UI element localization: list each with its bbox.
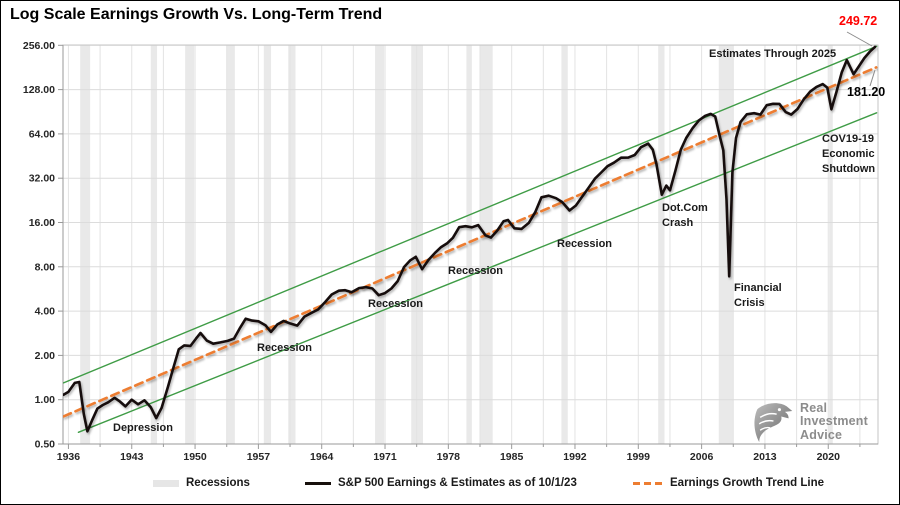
x-tick-label: 1964 xyxy=(310,451,334,463)
y-tick-label: 128.00 xyxy=(23,84,55,96)
recession-band xyxy=(150,45,158,444)
upper-channel-line xyxy=(63,45,878,384)
chart-legend: Recessions S&P 500 Earnings & Estimates … xyxy=(1,477,899,499)
y-tick-label: 64.00 xyxy=(29,128,55,140)
logo-line-1: Real xyxy=(800,400,828,415)
legend-item-recessions: Recessions xyxy=(153,477,250,489)
y-tick-label: 8.00 xyxy=(35,261,56,273)
recession-band xyxy=(561,45,568,444)
recession-band xyxy=(288,45,296,444)
x-tick-label: 2013 xyxy=(753,451,777,463)
x-tick-label: 1992 xyxy=(563,451,587,463)
recession-band xyxy=(263,45,272,444)
eagle-icon xyxy=(754,403,793,443)
recession-band xyxy=(658,45,665,444)
y-axis-labels: 0.50 1.00 2.00 4.00 8.00 16.00 32.00 64.00 128.0… xyxy=(23,40,55,451)
earnings-line-swatch xyxy=(305,481,331,485)
recession-band xyxy=(375,45,385,444)
x-tick-label: 1950 xyxy=(183,451,207,463)
x-tick-label: 1985 xyxy=(500,451,524,463)
series-layer xyxy=(63,45,878,433)
y-tick-label: 256.00 xyxy=(23,40,55,52)
y-tick-label: 32.00 xyxy=(29,173,55,185)
x-tick-label: 2020 xyxy=(817,451,841,463)
y-tick-label: 4.00 xyxy=(35,306,56,318)
legend-item-trend: Earnings Growth Trend Line xyxy=(633,477,824,489)
recession-band xyxy=(80,45,91,444)
x-tick-label: 1936 xyxy=(57,451,81,463)
legend-label-trend: Earnings Growth Trend Line xyxy=(670,477,824,489)
vertical-gridlines xyxy=(67,45,861,444)
x-tick-label: 1957 xyxy=(247,451,271,463)
y-tick-label: 16.00 xyxy=(29,217,55,229)
y-tick-label: 2.00 xyxy=(35,350,56,362)
x-tick-label: 1999 xyxy=(627,451,651,463)
recession-band xyxy=(226,45,235,444)
recession-band xyxy=(829,45,833,444)
chart-title: Log Scale Earnings Growth Vs. Long-Term … xyxy=(10,6,383,23)
axes xyxy=(58,44,879,449)
legend-item-earnings: S&P 500 Earnings & Estimates as of 10/1/… xyxy=(305,477,577,489)
x-tick-label: 1971 xyxy=(373,451,397,463)
recession-band xyxy=(185,45,195,444)
sp500-earnings-line xyxy=(63,45,877,433)
x-axis-labels: 1936 1943 1950 1957 1964 1971 1978 1985 1992 1999… xyxy=(57,451,840,463)
legend-label-recessions: Recessions xyxy=(186,477,250,489)
trend-line-swatch xyxy=(633,481,663,485)
recession-bands xyxy=(80,45,833,444)
y-tick-label: 0.50 xyxy=(35,439,56,451)
lower-channel-line xyxy=(77,112,878,433)
x-tick-label: 1943 xyxy=(120,451,144,463)
recession-band-swatch xyxy=(153,479,179,487)
recession-band xyxy=(479,45,493,444)
recession-band xyxy=(466,45,472,444)
legend-label-earnings: S&P 500 Earnings & Estimates as of 10/1/… xyxy=(338,477,577,489)
logo-line-2: Investment xyxy=(800,414,868,429)
logo-text: Real Investment Advice xyxy=(800,400,868,443)
ria-logo: Real Investment Advice xyxy=(751,400,868,444)
logo-line-3: Advice xyxy=(800,427,843,442)
x-tick-label: 2006 xyxy=(690,451,714,463)
y-tick-label: 1.00 xyxy=(35,394,56,406)
x-tick-label: 1978 xyxy=(437,451,461,463)
leader-lines xyxy=(846,31,876,87)
